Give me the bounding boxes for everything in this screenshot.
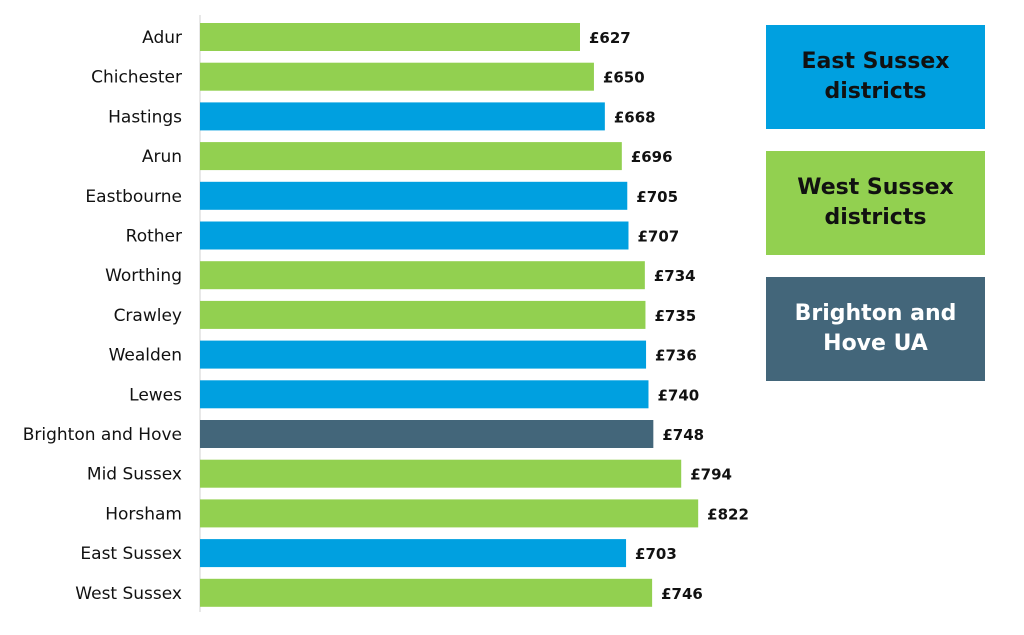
- category-label: Arun: [142, 147, 182, 167]
- category-label: Rother: [126, 227, 182, 247]
- value-label: £746: [661, 585, 703, 603]
- category-label: Chichester: [91, 68, 182, 88]
- category-label: Horsham: [105, 504, 182, 524]
- bar-west-sussex: [200, 578, 653, 607]
- legend-east-sussex-label: East Sussex districts: [801, 49, 950, 104]
- bar-crawley: [200, 300, 646, 329]
- value-label: £696: [631, 148, 673, 166]
- category-label: Wealden: [109, 346, 182, 366]
- legend-east-sussex: East Sussex districts: [766, 25, 985, 129]
- value-label: £707: [637, 228, 679, 246]
- bar-brighton-and-hove: [200, 420, 654, 448]
- value-label: £705: [636, 188, 678, 206]
- category-label: Worthing: [105, 266, 182, 286]
- legend-west-sussex: West Sussex districts: [766, 151, 985, 255]
- bar-east-sussex: [200, 539, 627, 568]
- bar-horsham: [200, 499, 699, 528]
- legend-brighton-hove: Brighton and Hove UA: [766, 277, 985, 381]
- legend-west-sussex-label: West Sussex districts: [797, 175, 954, 230]
- category-label: Eastbourne: [85, 187, 182, 207]
- value-label: £794: [690, 466, 732, 484]
- category-label: West Sussex: [75, 584, 182, 604]
- value-label: £735: [654, 307, 696, 325]
- category-label: Brighton and Hove: [23, 425, 182, 445]
- bar-mid-sussex: [200, 459, 682, 488]
- value-label: £734: [654, 267, 696, 285]
- legend-brighton-hove-label: Brighton and Hove UA: [794, 301, 957, 356]
- bar-wealden: [200, 340, 647, 369]
- category-label: Adur: [142, 28, 182, 48]
- category-label: Lewes: [129, 385, 182, 405]
- category-label: Crawley: [114, 306, 182, 326]
- bar-hastings: [200, 102, 605, 131]
- value-label: £703: [635, 545, 677, 563]
- value-label: £627: [589, 29, 631, 47]
- bar-chichester: [200, 62, 594, 91]
- bar-eastbourne: [200, 181, 628, 210]
- value-label: £736: [655, 347, 697, 365]
- category-label: Hastings: [108, 107, 182, 127]
- value-label: £650: [603, 69, 645, 87]
- bar-adur: [200, 23, 580, 51]
- bar-rother: [200, 221, 629, 250]
- value-label: £668: [614, 108, 656, 126]
- category-label: East Sussex: [80, 544, 182, 564]
- bar-arun: [200, 142, 622, 171]
- value-label: £740: [657, 386, 699, 404]
- value-label: £822: [707, 505, 749, 523]
- bar-worthing: [200, 261, 645, 290]
- bar-lewes: [200, 380, 649, 409]
- value-label: £748: [662, 426, 704, 444]
- category-label: Mid Sussex: [87, 465, 182, 485]
